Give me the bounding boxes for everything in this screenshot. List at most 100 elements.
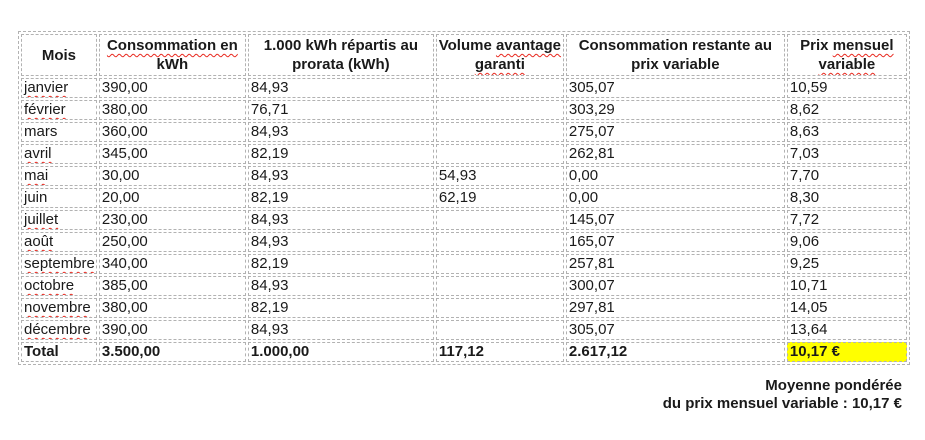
table-row: mai 30,00 84,93 54,93 0,00 7,70 — [21, 166, 907, 186]
total-value-cell: 2.617,12 — [565, 342, 785, 362]
value-cell — [435, 254, 564, 274]
month-label: septembre — [24, 255, 95, 272]
value-cell: 10,59 — [786, 78, 907, 98]
total-value-cell: 3.500,00 — [98, 342, 246, 362]
table-body: janvier 390,00 84,93 305,07 10,59 février 380,… — [21, 78, 907, 362]
value-cell — [435, 100, 564, 120]
value-cell: 145,07 — [565, 210, 785, 230]
value-cell: 9,06 — [786, 232, 907, 252]
value-cell: 8,63 — [786, 122, 907, 142]
total-value-cell: 117,12 — [435, 342, 564, 362]
value-cell: 54,93 — [435, 166, 564, 186]
header-text: Mois — [41, 46, 77, 64]
value-cell: 275,07 — [565, 122, 785, 142]
value-cell — [435, 122, 564, 142]
spellcheck-squiggle-text: garanti — [474, 56, 525, 73]
value-cell: 76,71 — [247, 100, 434, 120]
table-row: juillet 230,00 84,93 145,07 7,72 — [21, 210, 907, 230]
value-cell: 82,19 — [247, 298, 434, 318]
month-label: novembre — [24, 299, 91, 316]
value-cell: 345,00 — [98, 144, 246, 164]
value-cell: 305,07 — [565, 320, 785, 340]
total-label-cell: Total — [21, 342, 97, 362]
value-cell: 380,00 — [98, 100, 246, 120]
value-cell: 20,00 — [98, 188, 246, 208]
value-cell: 0,00 — [565, 188, 785, 208]
value-cell: 230,00 — [98, 210, 246, 230]
column-header-consommation-en-kwh: Consommation en kWh — [98, 34, 246, 76]
table-row: février 380,00 76,71 303,29 8,62 — [21, 100, 907, 120]
header-text: Volume — [438, 37, 496, 54]
table-row: janvier 390,00 84,93 305,07 10,59 — [21, 78, 907, 98]
table-row: juin 20,00 82,19 62,19 0,00 8,30 — [21, 188, 907, 208]
header-row: Mois Consommation en kWh 1.000 kWh répartis… — [21, 34, 907, 76]
month-cell: mai — [21, 166, 97, 186]
value-cell: 297,81 — [565, 298, 785, 318]
value-cell: 257,81 — [565, 254, 785, 274]
consumption-table: Mois Consommation en kWh 1.000 kWh répartis… — [18, 31, 910, 365]
header-text: prix variable — [631, 56, 720, 73]
value-cell: 250,00 — [98, 232, 246, 252]
value-cell: 84,93 — [247, 166, 434, 186]
value-cell — [435, 232, 564, 252]
value-cell: 84,93 — [247, 232, 434, 252]
total-value-cell: 1.000,00 — [247, 342, 434, 362]
table-row: septembre 340,00 82,19 257,81 9,25 — [21, 254, 907, 274]
value-cell — [435, 144, 564, 164]
column-header-repartis-au-prorata: 1.000 kWh répartis au prorata (kWh) — [247, 34, 434, 76]
value-cell — [435, 210, 564, 230]
total-highlighted-price-cell: 10,17 € — [786, 342, 907, 362]
value-cell: 380,00 — [98, 298, 246, 318]
value-cell: 84,93 — [247, 210, 434, 230]
month-cell: janvier — [21, 78, 97, 98]
month-label: mai — [24, 167, 49, 184]
value-cell: 84,93 — [247, 276, 434, 296]
month-cell: septembre — [21, 254, 97, 274]
value-cell: 84,93 — [247, 320, 434, 340]
month-cell: novembre — [21, 298, 97, 318]
month-label: juin — [24, 189, 48, 206]
value-cell: 340,00 — [98, 254, 246, 274]
note-line-2: du prix mensuel variable : 10,17 € — [662, 395, 902, 412]
value-cell: 84,93 — [247, 78, 434, 98]
table-row: mars 360,00 84,93 275,07 8,63 — [21, 122, 907, 142]
column-header-mois: Mois — [21, 34, 97, 76]
month-label: février — [24, 101, 66, 118]
month-label: avril — [24, 145, 52, 162]
value-cell: 14,05 — [786, 298, 907, 318]
value-cell: 30,00 — [98, 166, 246, 186]
value-cell: 385,00 — [98, 276, 246, 296]
month-label: janvier — [24, 79, 69, 96]
header-text: 1.000 kWh répartis au — [263, 37, 418, 54]
value-cell: 262,81 — [565, 144, 785, 164]
value-cell: 10,71 — [786, 276, 907, 296]
month-label: août — [24, 233, 54, 250]
value-cell — [435, 78, 564, 98]
value-cell — [435, 298, 564, 318]
month-cell: juin — [21, 188, 97, 208]
month-cell: décembre — [21, 320, 97, 340]
month-label: juillet — [24, 211, 59, 228]
value-cell: 84,93 — [247, 122, 434, 142]
month-cell: avril — [21, 144, 97, 164]
value-cell: 9,25 — [786, 254, 907, 274]
value-cell: 305,07 — [565, 78, 785, 98]
header-text: kWh — [156, 56, 189, 73]
table-row: octobre 385,00 84,93 300,07 10,71 — [21, 276, 907, 296]
value-cell: 0,00 — [565, 166, 785, 186]
month-label: décembre — [24, 321, 91, 338]
value-cell: 7,03 — [786, 144, 907, 164]
value-cell — [435, 276, 564, 296]
value-cell: 13,64 — [786, 320, 907, 340]
header-text: Prix — [800, 37, 833, 54]
value-cell: 165,07 — [565, 232, 785, 252]
header-text: Consommation restante au — [578, 37, 773, 54]
month-label: mars — [24, 123, 58, 140]
weighted-average-note: Moyenne pondérée du prix mensuel variabl… — [663, 377, 902, 413]
spellcheck-squiggle-text: mensuel — [832, 37, 894, 54]
month-label: octobre — [24, 277, 75, 294]
value-cell: 82,19 — [247, 254, 434, 274]
value-cell: 390,00 — [98, 320, 246, 340]
value-cell: 390,00 — [98, 78, 246, 98]
